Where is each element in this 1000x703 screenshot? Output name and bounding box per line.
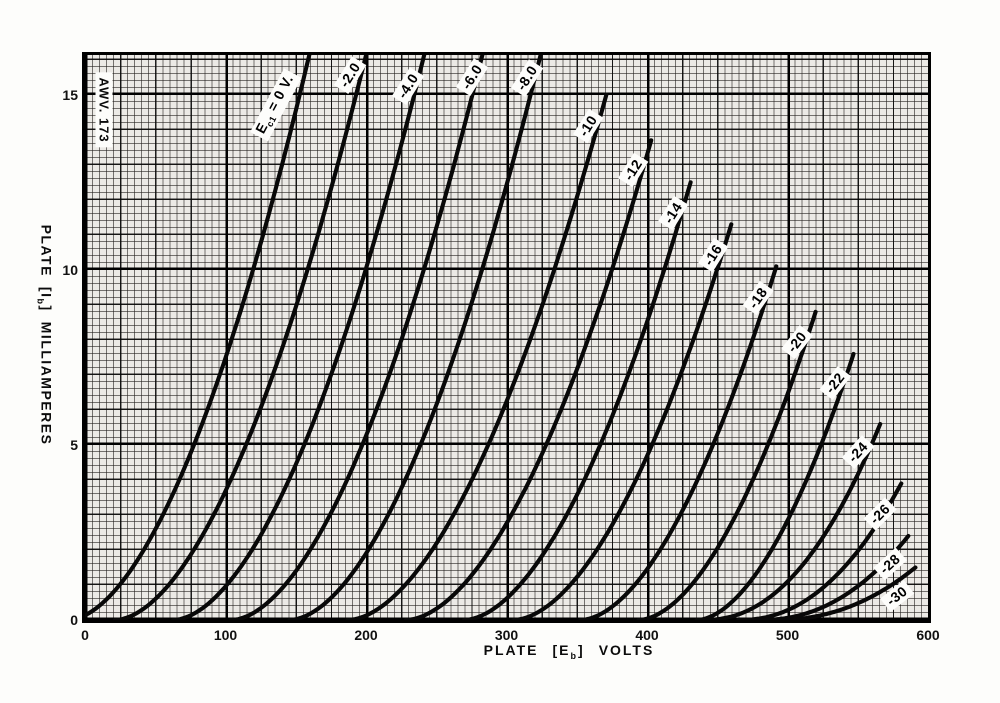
curve-ec-2 [113, 55, 369, 620]
x-axis-title-unit: VOLTS [598, 642, 655, 658]
x-tick-400: 400 [635, 627, 659, 643]
x-axis-title-subscript: b [570, 650, 579, 661]
x-tick-300: 300 [494, 627, 519, 643]
y-tick-15: 15 [62, 86, 78, 103]
x-axis-title-word: PLATE [483, 642, 539, 658]
curve-ec-24 [701, 421, 883, 620]
curve-ec-22 [694, 351, 856, 620]
plot-area [82, 52, 931, 623]
curve-ec-6 [229, 55, 485, 620]
x-tick-100: 100 [213, 627, 238, 643]
curve-ec-14 [462, 180, 693, 620]
curve-ec-18 [578, 264, 779, 620]
y-tick-10: 10 [62, 261, 78, 278]
y-axis-title-symbol-close: ] [38, 305, 55, 312]
curve-ec-16 [511, 222, 734, 620]
x-axis-title: PLATE [Eb] VOLTS [484, 642, 655, 661]
y-axis-title-subscript: b [35, 298, 46, 306]
x-tick-0: 0 [81, 627, 89, 643]
y-axis-title-unit: MILLIAMPERES [38, 321, 55, 446]
curve-ec-20 [636, 309, 818, 620]
x-axis-title-symbol-close: ] [578, 642, 585, 658]
chart-annotation-tube-type: AWV. 173 [95, 72, 113, 148]
y-tick-0: 0 [70, 612, 78, 628]
y-axis-title-symbol: [I [38, 286, 55, 299]
y-tick-5: 5 [70, 436, 78, 453]
curves-canvas [85, 55, 918, 620]
curve-ec-30 [771, 565, 918, 620]
curve-ec-8 [287, 55, 543, 620]
x-tick-600: 600 [916, 627, 940, 643]
curve-ec-4 [171, 55, 427, 620]
x-tick-200: 200 [354, 627, 378, 643]
curve-ec0 [85, 55, 312, 618]
x-tick-500: 500 [775, 627, 800, 643]
y-axis-title: PLATE[Ib]MILLIAMPERES [36, 225, 55, 446]
curve-ec-12 [403, 138, 654, 620]
x-axis-title-symbol: [E [552, 642, 571, 658]
curve-ec-10 [345, 92, 609, 620]
